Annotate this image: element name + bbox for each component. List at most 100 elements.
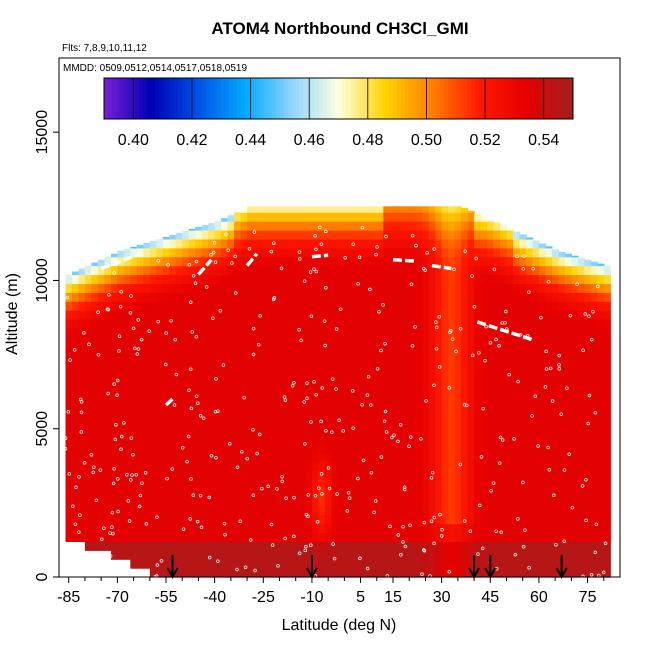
heatmap-cell — [590, 345, 598, 356]
heatmap-cell — [91, 310, 99, 320]
heatmap-cell — [487, 452, 495, 462]
heatmap-cell — [597, 354, 605, 365]
heatmap-cell — [597, 443, 605, 453]
heatmap-cell — [370, 292, 378, 302]
heatmap-cell — [253, 390, 261, 400]
heatmap-cell — [240, 301, 248, 311]
y-axis-label: Altitude (m) — [4, 273, 21, 355]
heatmap-cell — [376, 230, 384, 240]
heatmap-cell — [577, 461, 585, 471]
heatmap-cell — [91, 425, 99, 436]
heatmap-cell — [500, 265, 508, 276]
flight-sample-point — [194, 394, 199, 398]
heatmap-cell — [454, 461, 462, 471]
heatmap-cell — [123, 256, 131, 267]
heatmap-cell — [253, 425, 261, 436]
heatmap-cell — [292, 479, 300, 489]
heatmap-cell — [253, 399, 261, 409]
heatmap-cell — [260, 274, 268, 284]
heatmap-cell — [409, 514, 417, 525]
heatmap-cell — [396, 479, 404, 489]
heatmap-cell — [532, 523, 540, 534]
heatmap-cell — [396, 327, 404, 338]
heatmap-cell — [240, 488, 248, 498]
heatmap-cell — [143, 532, 151, 542]
heatmap-cell — [357, 354, 365, 365]
heatmap-cell — [188, 301, 196, 311]
heatmap-cell — [415, 327, 423, 338]
heatmap-cell — [571, 292, 579, 302]
heatmap-cell — [162, 354, 170, 365]
flight-sample-point — [194, 259, 199, 264]
heatmap-cell — [305, 336, 313, 347]
heatmap-cell — [415, 283, 423, 293]
heatmap-cell — [409, 408, 417, 418]
heatmap-cell — [337, 416, 345, 427]
heatmap-cell — [383, 541, 391, 551]
heatmap-cell — [91, 443, 99, 453]
heatmap-cell — [564, 550, 572, 560]
heatmap-cell — [532, 416, 540, 427]
heatmap-cell — [162, 283, 170, 293]
heatmap-cell — [156, 505, 164, 516]
flight-leg — [431, 263, 452, 271]
heatmap-cell — [461, 292, 469, 302]
heatmap-cell — [65, 345, 73, 356]
heatmap-cell — [240, 452, 248, 462]
heatmap-cell — [149, 399, 157, 409]
heatmap-cell — [577, 416, 585, 427]
heatmap-cell — [104, 372, 112, 382]
heatmap-cell — [136, 408, 144, 418]
heatmap-cell — [240, 209, 248, 213]
heatmap-cell — [337, 479, 345, 489]
heatmap-cell — [253, 461, 261, 471]
heatmap-cell — [123, 363, 131, 373]
heatmap-cell — [324, 425, 332, 436]
heatmap-cell — [253, 488, 261, 498]
heatmap-cell — [279, 212, 287, 222]
heatmap-cell — [435, 230, 443, 240]
heatmap-cell — [337, 283, 345, 293]
heatmap-cell — [234, 550, 242, 560]
heatmap-cell — [286, 559, 294, 569]
heatmap-cell — [324, 283, 332, 293]
flight-sample-point — [313, 494, 318, 498]
heatmap-cell — [506, 505, 514, 516]
heatmap-cell — [467, 425, 475, 436]
heatmap-cell — [175, 461, 183, 471]
heatmap-cell — [538, 345, 546, 356]
heatmap-cell — [389, 559, 397, 569]
heatmap-cell — [286, 443, 294, 453]
heatmap-cell — [221, 452, 229, 462]
heatmap-cell — [72, 443, 80, 453]
heatmap-cell — [169, 319, 177, 329]
flight-sample-point — [408, 523, 412, 528]
heatmap-cell — [422, 283, 430, 293]
heatmap-cell — [558, 479, 566, 489]
heatmap-cell — [331, 372, 339, 382]
heatmap-cell — [435, 505, 443, 516]
heatmap-cell — [571, 310, 579, 320]
heatmap-cell — [376, 221, 384, 231]
x-tick-label: -55 — [154, 589, 177, 606]
heatmap-cell — [72, 310, 80, 320]
heatmap-cell — [422, 212, 430, 222]
flight-sample-point — [396, 533, 401, 537]
heatmap-cell — [110, 532, 118, 542]
flight-sample-point — [188, 367, 193, 372]
flight-sample-point — [191, 493, 196, 498]
heatmap-cell — [337, 514, 345, 525]
heatmap-cell — [214, 550, 222, 560]
heatmap-cell — [234, 496, 242, 507]
heatmap-cell — [162, 274, 170, 284]
heatmap-cell — [162, 452, 170, 462]
heatmap-cell — [474, 568, 482, 578]
flight-sample-point — [172, 403, 177, 407]
heatmap-cell — [597, 470, 605, 480]
heatmap-cell — [357, 212, 365, 222]
heatmap-cell — [389, 514, 397, 525]
heatmap-cell — [337, 390, 345, 400]
heatmap-cell — [331, 568, 339, 578]
heatmap-cell — [350, 319, 358, 329]
